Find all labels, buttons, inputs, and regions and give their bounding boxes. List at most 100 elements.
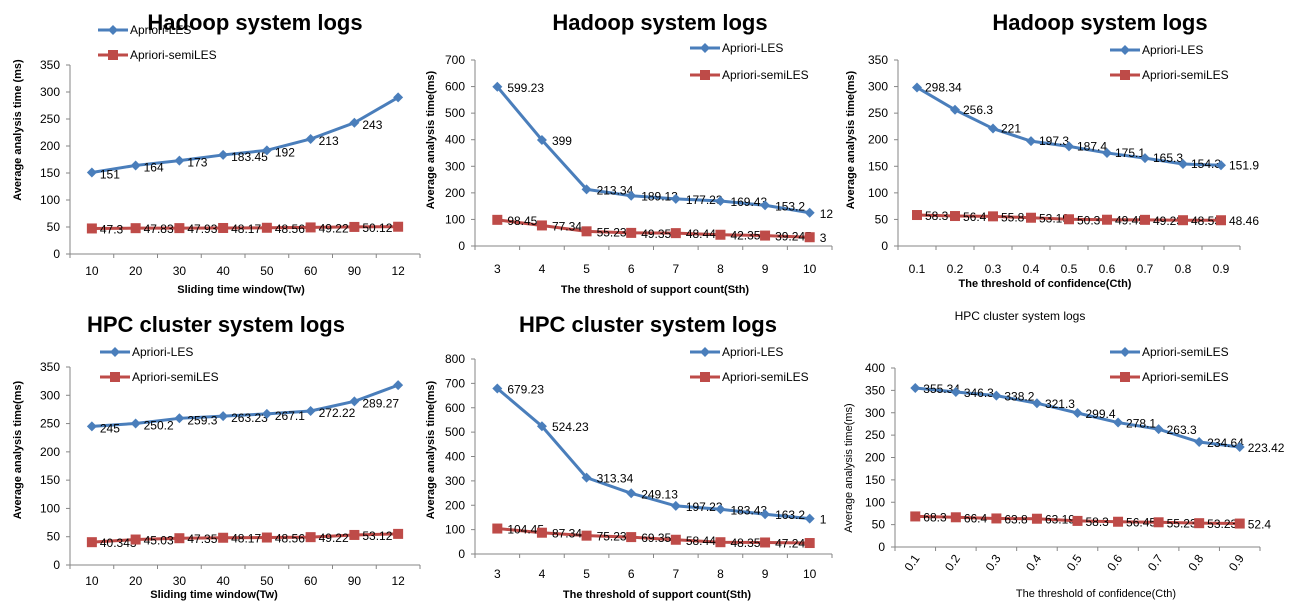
data-label: 355.34 [923, 382, 960, 396]
data-point-marker [626, 488, 637, 499]
y-tick-label: 350 [40, 58, 60, 72]
x-tick-label: 6 [628, 262, 635, 276]
data-label: 63.8 [1004, 512, 1028, 526]
chart-hadoop-sliding-window: Hadoop system logs Average analysis time… [12, 10, 421, 296]
data-point-marker [349, 396, 360, 407]
data-label: 163.2 [775, 508, 805, 522]
x-tick-label: 9 [762, 567, 769, 581]
y-tick-label: 200 [40, 445, 60, 459]
plot-area: 0 50 100 150 200 250 300 350 10 20 30 40 50 60 90 12 245… [40, 360, 421, 588]
data-point-marker [261, 532, 272, 543]
data-point-marker [1194, 436, 1205, 447]
data-label: 3 [820, 231, 827, 245]
y-tick-label: 0 [458, 239, 465, 253]
legend-marker [108, 50, 118, 60]
data-label: 278.1 [1126, 417, 1156, 431]
y-axis-label: Average analysis time(ms) [843, 403, 855, 532]
x-tick-label: 0.3 [985, 262, 1002, 276]
y-tick-label: 200 [445, 186, 465, 200]
legend-marker [1120, 372, 1130, 382]
data-point-marker [349, 529, 360, 540]
data-label: 524.23 [552, 420, 589, 434]
data-label: 53.19 [1039, 212, 1069, 226]
data-label: 47.35 [187, 532, 217, 546]
y-tick-label: 300 [868, 80, 888, 94]
data-point-marker [1031, 398, 1042, 409]
data-point-marker [626, 227, 637, 238]
data-point-marker [988, 211, 998, 222]
data-label: 56.4 [963, 210, 987, 224]
x-tick-label: 30 [173, 574, 187, 588]
y-tick-label: 300 [40, 388, 60, 402]
data-label: 338.2 [1004, 390, 1034, 404]
data-label: 151.9 [1229, 158, 1259, 172]
data-point-marker [349, 221, 360, 232]
chart-hadoop-confidence: Hadoop system logs Average analysis time… [845, 10, 1259, 290]
x-tick-label: 0.2 [947, 262, 964, 276]
x-tick-label: 20 [129, 574, 143, 588]
legend-label: Apriori-LES [722, 345, 783, 359]
data-point-marker [670, 534, 681, 545]
data-point-marker [1216, 215, 1226, 226]
data-label: 48.56 [275, 222, 305, 236]
chart-title: Hadoop system logs [147, 10, 362, 35]
data-point-marker [910, 382, 921, 393]
data-label: 12 [820, 207, 834, 221]
x-tick-label: 4 [539, 262, 546, 276]
data-point-marker [393, 528, 404, 539]
data-label: 267.1 [275, 409, 305, 423]
x-tick-label: 10 [803, 567, 817, 581]
data-point-marker [991, 513, 1002, 524]
y-tick-label: 250 [40, 112, 60, 126]
x-tick-label: 30 [173, 264, 187, 278]
data-label: 321.3 [1045, 397, 1075, 411]
y-tick-label: 200 [40, 139, 60, 153]
data-point-marker [1031, 513, 1042, 524]
data-label: 49.22 [319, 531, 349, 545]
data-point-marker [626, 190, 637, 201]
data-label: 189.13 [641, 190, 678, 204]
x-axis-label: Sliding time window(Tw) [150, 589, 278, 601]
data-point-marker [86, 167, 97, 178]
data-point-marker [760, 200, 771, 211]
data-point-marker [86, 223, 97, 234]
data-label: 183.43 [730, 503, 767, 517]
data-label: 197.23 [686, 500, 723, 514]
data-label: 50.3 [1077, 213, 1101, 227]
data-point-marker [218, 532, 229, 543]
data-point-marker [261, 222, 272, 233]
legend-label: Apriori-semiLES [722, 370, 809, 384]
y-tick-label: 600 [445, 80, 465, 94]
data-label: 153.2 [775, 199, 805, 213]
y-tick-label: 300 [40, 85, 60, 99]
data-label: 173 [187, 156, 207, 170]
data-point-marker [130, 160, 141, 171]
data-label: 40.343 [100, 536, 137, 550]
data-label: 221 [1001, 122, 1021, 136]
y-tick-label: 300 [445, 474, 465, 488]
chart-title: HPC cluster system logs [519, 312, 777, 337]
data-label: 98.45 [507, 214, 537, 228]
data-point-marker [305, 133, 316, 144]
y-axis-label: Average analysis time (ms) [12, 59, 24, 201]
data-point-marker [626, 532, 637, 543]
data-point-marker [218, 411, 229, 422]
data-label: 289.27 [362, 396, 399, 410]
data-label: 53.12 [362, 529, 392, 543]
data-point-marker [86, 421, 97, 432]
data-point-marker [218, 149, 229, 160]
legend-marker [700, 43, 710, 53]
x-tick-label: 9 [762, 262, 769, 276]
data-label: 48.17 [231, 532, 261, 546]
data-label: 75.23 [597, 530, 627, 544]
data-point-marker [174, 223, 185, 234]
legend-marker [700, 347, 710, 357]
data-label: 68.3 [923, 510, 947, 524]
data-label: 256.3 [963, 103, 993, 117]
data-label: 49.45 [1115, 214, 1145, 228]
series-line [496, 85, 810, 215]
data-point-marker [1102, 147, 1112, 158]
data-label: 39.245 [775, 230, 812, 244]
data-point-marker [1140, 214, 1150, 225]
x-tick-label: 20 [129, 264, 143, 278]
